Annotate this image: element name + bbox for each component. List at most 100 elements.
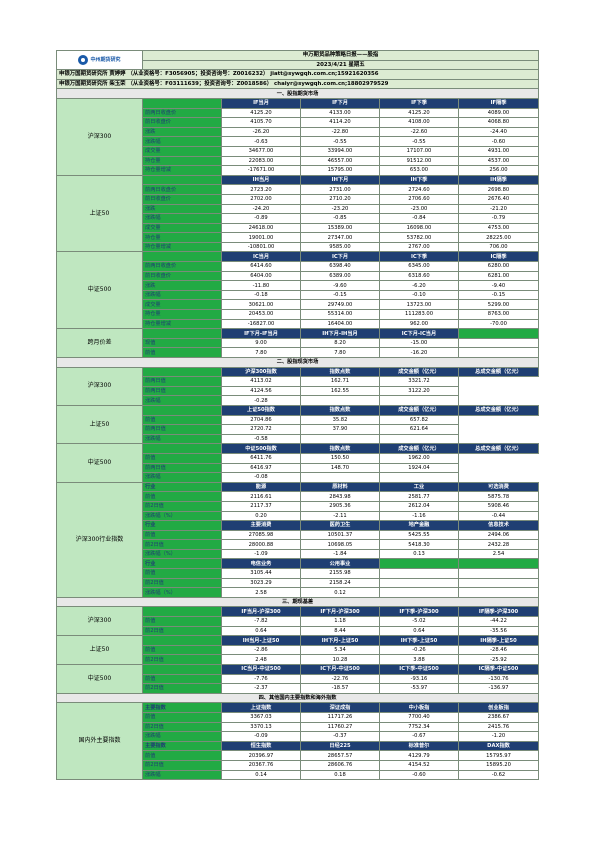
column-header: 成交金额（亿元） xyxy=(379,366,459,378)
column-header xyxy=(142,328,222,339)
value-cell: 4108.00 xyxy=(379,117,459,128)
value-cell: 27085.98 xyxy=(221,529,301,541)
value-cell: 20453.00 xyxy=(221,309,301,320)
value-cell: -0.63 xyxy=(221,136,301,147)
column-header: IH隔季 xyxy=(457,174,540,186)
value-cell: 15895.20 xyxy=(457,759,540,771)
data-row: 涨跌幅 -0.09 -0.37 -0.67 -1.20 xyxy=(57,731,540,742)
data-row: 前值 -7.82 1.18 -5.02 -44.22 xyxy=(57,616,540,627)
value-cell: -28.46 xyxy=(457,644,540,656)
value-cell: 1.18 xyxy=(300,616,380,627)
value-cell: -5.02 xyxy=(379,616,459,627)
value-cell: 4125.20 xyxy=(221,107,301,119)
value-cell: -6.20 xyxy=(379,280,459,291)
value-cell: 5875.78 xyxy=(457,491,540,502)
value-cell: 962.00 xyxy=(379,318,459,330)
column-header: 行业 xyxy=(142,481,222,493)
data-row: 涨跌幅 -0.58 xyxy=(57,433,539,445)
column-header: IH隔季-上证50 xyxy=(457,635,540,646)
value-cell: 20367.76 xyxy=(221,759,301,771)
column-header xyxy=(142,404,222,416)
value-cell: -0.84 xyxy=(379,213,459,224)
column-header: IF当月 xyxy=(221,97,301,109)
value-cell: 4089.00 xyxy=(457,107,540,119)
row-label: 涨跌幅 xyxy=(142,472,222,483)
column-header: DAX指数 xyxy=(457,740,540,752)
column-header: 创业板指 xyxy=(457,702,540,713)
value-cell: 2612.04 xyxy=(379,500,459,512)
value-cell xyxy=(379,433,459,445)
value-cell: 2720.72 xyxy=(221,424,301,435)
group-header-row: 跨月价差 IF下月-IF当月 IH下月-IH当月 IC下月-IC当月 xyxy=(56,328,540,358)
group-header-row: 沪深300 沪深300指数 指数点数 成交金额（亿元） 总成交金额（亿元） xyxy=(56,366,540,406)
data-row: 前值 2116.61 2843.98 2581.77 5875.78 xyxy=(57,491,540,502)
value-cell: 2.58 xyxy=(221,587,301,598)
value-cell xyxy=(457,568,540,579)
group-header-row: 沪深300行业指数 行业 能源 原材料 工业 可选消费 xyxy=(56,481,540,598)
value-cell: 5908.46 xyxy=(457,500,540,512)
data-row: 前日收盘价 6404.00 6389.00 6318.60 6281.00 xyxy=(57,270,540,282)
contact-row: 申银万国期货研究所 柴玉荣 （从业资格号：F03111639；投资咨询号：Z00… xyxy=(55,78,540,90)
value-cell: -0.15 xyxy=(457,289,540,301)
group-header-row: 中证500 IC当月 IC下月 IC下季 IC隔季 xyxy=(56,251,540,330)
value-cell: 5.34 xyxy=(300,644,380,656)
value-cell: -25.92 xyxy=(457,654,540,665)
value-cell: 20396.97 xyxy=(221,750,301,761)
row-label: 前两日值 xyxy=(142,376,222,387)
column-header: IF下季-沪深300 xyxy=(379,606,459,618)
column-header: IC当月 xyxy=(221,251,301,263)
value-cell: -0.55 xyxy=(379,136,459,147)
row-label: 涨跌 xyxy=(142,280,222,291)
value-cell: 6345.00 xyxy=(379,261,459,272)
value-cell: -2.11 xyxy=(300,510,380,522)
value-cell: 10501.37 xyxy=(300,529,380,541)
row-label: 前两日值 xyxy=(142,462,222,474)
value-cell: 4537.00 xyxy=(457,155,540,167)
column-header: IH下月-上证50 xyxy=(300,635,380,646)
value-cell: 5418.30 xyxy=(379,539,459,550)
value-cell: 2158.24 xyxy=(300,577,380,589)
value-cell xyxy=(457,347,540,358)
value-cell: -0.62 xyxy=(457,769,540,781)
value-cell: 30621.00 xyxy=(221,299,301,311)
section-title: 四、其他国内主要指数和海外指数 xyxy=(55,692,540,704)
value-cell: -16827.00 xyxy=(221,318,301,330)
value-cell: -23.00 xyxy=(379,203,459,215)
value-cell: 706.00 xyxy=(457,241,540,253)
column-header: IC下月-IC当月 xyxy=(379,328,459,339)
column-header xyxy=(457,328,540,339)
value-cell: 2386.67 xyxy=(457,711,540,723)
value-cell: -0.08 xyxy=(221,472,301,483)
column-header: 主要指数 xyxy=(142,702,222,713)
group-header-row: 沪深300 IF当月 IF下月 IF下季 IF隔季 xyxy=(56,97,540,176)
row-label: 前两日收盘价 xyxy=(142,184,222,195)
value-cell xyxy=(300,395,380,406)
row-label: 前值 xyxy=(142,568,222,579)
value-cell: 2843.98 xyxy=(300,491,380,502)
value-cell: 4753.00 xyxy=(457,222,540,234)
value-cell: 2710.20 xyxy=(300,193,380,205)
row-label: 涨跌 xyxy=(142,126,222,138)
column-header: IH下月-IH当月 xyxy=(300,328,380,339)
value-cell: 0.18 xyxy=(300,769,380,781)
column-header xyxy=(142,443,222,454)
value-cell: 4133.00 xyxy=(300,107,380,119)
column-header: 恒生指数 xyxy=(221,740,301,752)
value-cell: -24.40 xyxy=(457,126,540,138)
group-label: 沪深300 xyxy=(56,97,143,176)
value-cell: -0.67 xyxy=(379,731,459,742)
data-row: 涨跌 -26.20 -22.80 -22.60 -24.40 xyxy=(57,126,540,138)
value-cell: -35.56 xyxy=(457,625,540,637)
value-cell: -26.20 xyxy=(221,126,301,138)
row-label: 持仓量增减 xyxy=(142,165,222,176)
value-cell: 3023.29 xyxy=(221,577,301,589)
row-label: 现值 xyxy=(142,337,222,349)
row-label: 前值 xyxy=(142,644,222,656)
column-header: 医药卫生 xyxy=(300,520,380,531)
value-cell: 2723.20 xyxy=(221,184,301,195)
value-cell: 653.00 xyxy=(379,165,459,176)
data-row: 持仓量增减 -16827.00 16404.00 962.00 -70.00 xyxy=(57,318,540,330)
data-row: 持仓量增减 -10801.00 9585.00 2767.00 706.00 xyxy=(57,241,540,253)
data-row: 持仓量 22083.00 46557.00 91512.00 4537.00 xyxy=(57,155,540,167)
column-header: 信息技术 xyxy=(457,520,540,531)
